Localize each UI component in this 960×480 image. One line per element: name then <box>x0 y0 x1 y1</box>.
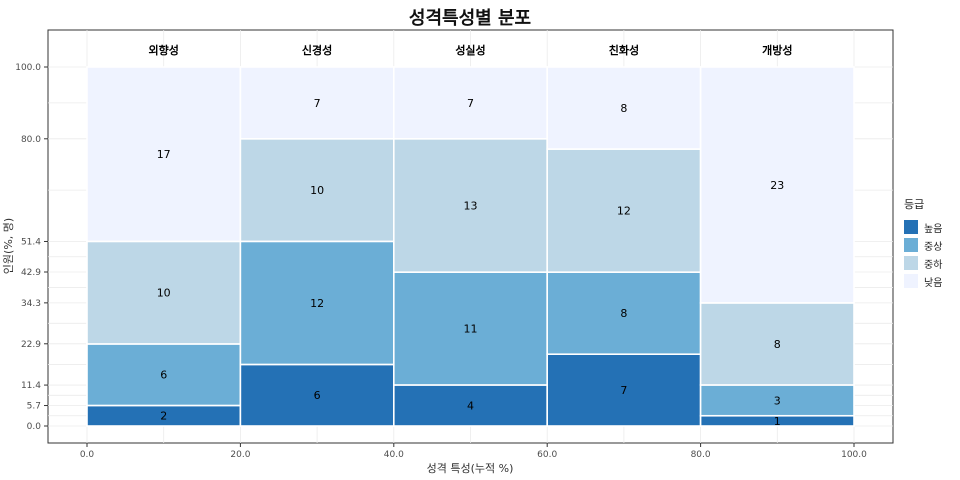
data-label: 7 <box>620 384 627 397</box>
mosaic-tile <box>239 138 395 243</box>
mosaic-tile <box>239 240 395 366</box>
x-tick-label: 80.0 <box>691 450 711 460</box>
data-label: 10 <box>157 287 171 300</box>
category-label: 개방성 <box>762 43 792 57</box>
legend-title: 등급 <box>904 198 925 211</box>
y-tick-label: 0.0 <box>27 422 42 432</box>
y-tick-label: 100.0 <box>15 63 41 73</box>
legend-swatch <box>904 256 918 270</box>
data-label: 10 <box>310 184 324 197</box>
y-tick-label: 80.0 <box>21 135 41 145</box>
data-label: 7 <box>467 97 474 110</box>
y-axis-label: 인원(%, 명) <box>2 218 15 274</box>
legend-item: 중상 <box>904 236 942 254</box>
y-tick-label: 42.9 <box>21 268 41 278</box>
legend-item: 낮음 <box>904 272 942 290</box>
data-label: 4 <box>467 399 474 412</box>
legend-swatch <box>904 274 918 288</box>
data-label: 2 <box>160 410 167 423</box>
legend-swatch <box>904 220 918 234</box>
mosaic-tile <box>392 138 548 273</box>
mosaic-tile <box>546 353 702 427</box>
mosaic-tile <box>239 66 395 140</box>
mosaic-tile <box>546 271 702 355</box>
x-tick-label: 60.0 <box>537 450 557 460</box>
mosaic-tile <box>392 271 548 386</box>
y-tick-label: 22.9 <box>21 340 41 350</box>
y-tick-label: 5.7 <box>27 402 41 412</box>
legend-label: 높음 <box>924 223 943 235</box>
bars-layer <box>86 66 855 427</box>
data-label: 8 <box>774 338 781 351</box>
data-label: 8 <box>620 307 627 320</box>
legend-label: 낮음 <box>924 277 943 289</box>
x-tick-label: 40.0 <box>384 450 404 460</box>
axis-layer: 0.0 20.0 40.0 60.0 80.0 100.00.05.711.422.934… <box>15 63 867 460</box>
category-label: 친화성 <box>609 43 639 57</box>
data-label: 7 <box>314 97 321 110</box>
y-tick-label: 51.4 <box>21 237 41 247</box>
data-label: 6 <box>314 389 321 402</box>
data-label: 23 <box>770 179 784 192</box>
category-label: 성실성 <box>455 43 485 57</box>
data-label: 17 <box>157 148 171 161</box>
legend-item: 중하 <box>904 254 942 272</box>
x-tick-label: 0.0 <box>80 450 95 460</box>
data-label: 12 <box>310 297 324 310</box>
category-label: 신경성 <box>302 43 332 57</box>
data-label: 13 <box>464 199 478 212</box>
data-label: 1 <box>774 415 781 428</box>
mosaic-tile <box>699 302 855 386</box>
data-label: 12 <box>617 205 631 218</box>
data-label: 6 <box>160 369 167 382</box>
mosaic-tile <box>699 66 855 304</box>
legend-label: 중상 <box>924 241 943 253</box>
mosaic-tile <box>86 66 242 243</box>
mosaic-tile <box>239 363 395 427</box>
x-axis-label: 성격 특성(누적 %) <box>427 462 514 475</box>
category-label: 외향성 <box>149 43 179 57</box>
data-label: 8 <box>620 102 627 115</box>
legend-item: 높음 <box>904 218 942 236</box>
mosaic-tile <box>546 148 702 273</box>
data-label: 3 <box>774 394 781 407</box>
x-tick-label: 20.0 <box>230 450 250 460</box>
y-tick-label: 11.4 <box>21 381 41 391</box>
mosaic-tile <box>392 66 548 140</box>
mosaic-tile <box>546 66 702 150</box>
legend-label: 중하 <box>924 259 943 271</box>
chart-title: 성격특성별 분포 <box>408 8 532 29</box>
labels-layer: 261017외향성612107신경성411137성실성78128친화성13823… <box>149 43 793 428</box>
y-tick-label: 34.3 <box>21 299 41 309</box>
data-label: 11 <box>464 323 478 336</box>
legend-swatch <box>904 238 918 252</box>
mosaic-tile <box>699 384 855 417</box>
x-tick-label: 100.0 <box>841 450 867 460</box>
